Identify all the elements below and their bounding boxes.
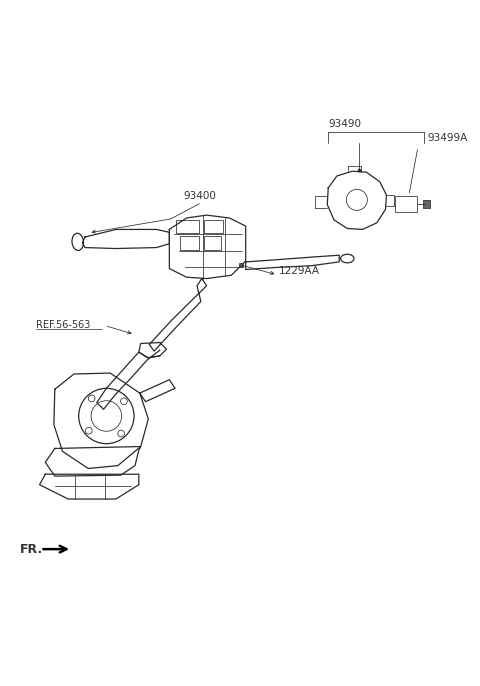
Bar: [204, 236, 221, 250]
Bar: [204, 220, 223, 233]
Text: 93400: 93400: [183, 191, 216, 201]
Text: FR.: FR.: [20, 543, 43, 556]
Text: 93490: 93490: [328, 119, 361, 130]
Bar: [176, 220, 199, 233]
Text: REF.56-563: REF.56-563: [36, 320, 90, 331]
Text: 1229AA: 1229AA: [279, 266, 320, 276]
Text: 93499A: 93499A: [427, 133, 467, 143]
Bar: [180, 236, 199, 250]
Bar: [395, 196, 417, 212]
Bar: [423, 200, 430, 209]
